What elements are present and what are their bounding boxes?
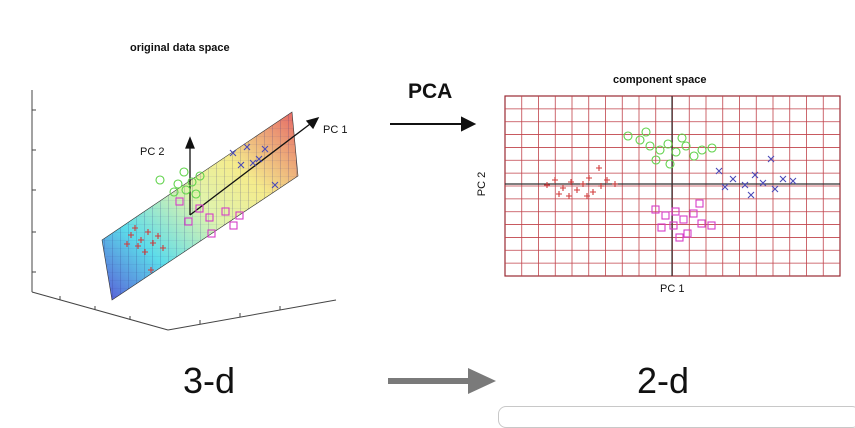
- component-space-title: component space: [613, 74, 707, 86]
- right-magenta-cluster: [651, 199, 716, 242]
- component-axes: [505, 96, 840, 276]
- right-blue-cluster: [715, 155, 797, 199]
- pca-label: PCA: [408, 80, 453, 103]
- left-3d-plot: [31, 90, 841, 394]
- left-blue-cluster: [229, 143, 279, 189]
- pc2-arrow-label: PC 2: [140, 146, 165, 158]
- pca-arrow-icon: [390, 116, 477, 132]
- right-red-cluster: [544, 165, 618, 199]
- right-green-cluster: [623, 127, 717, 169]
- box-axes: [31, 90, 337, 331]
- two-d-label: 2-d: [637, 360, 690, 401]
- dimension-arrow-icon: [388, 368, 496, 394]
- three-d-label: 3-d: [183, 360, 236, 401]
- component-x-axis-label: PC 1: [660, 283, 685, 295]
- pc1-arrow-label: PC 1: [323, 124, 348, 136]
- left-magenta-cluster: [175, 197, 244, 238]
- principal-plane: [101, 111, 299, 301]
- left-green-cluster: [155, 167, 205, 199]
- left-red-cluster: [124, 225, 166, 273]
- original-space-title: original data space: [130, 42, 230, 54]
- component-y-axis-label: PC 2: [476, 171, 489, 197]
- caption-box: [498, 406, 855, 428]
